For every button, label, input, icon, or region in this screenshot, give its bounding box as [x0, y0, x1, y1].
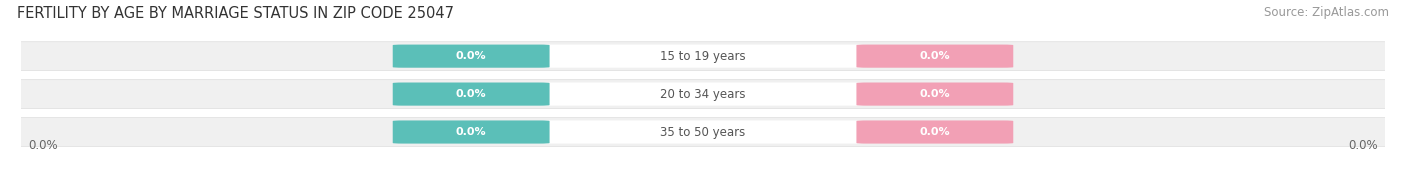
FancyBboxPatch shape — [11, 118, 1395, 146]
FancyBboxPatch shape — [392, 83, 550, 106]
FancyBboxPatch shape — [392, 121, 550, 144]
FancyBboxPatch shape — [856, 83, 1014, 106]
FancyBboxPatch shape — [392, 44, 550, 68]
FancyBboxPatch shape — [543, 83, 863, 106]
Text: 20 to 34 years: 20 to 34 years — [661, 88, 745, 101]
Text: 0.0%: 0.0% — [456, 51, 486, 61]
Text: 0.0%: 0.0% — [1348, 139, 1378, 152]
Text: 0.0%: 0.0% — [456, 127, 486, 137]
FancyBboxPatch shape — [856, 44, 1014, 68]
Text: 0.0%: 0.0% — [456, 89, 486, 99]
FancyBboxPatch shape — [11, 80, 1395, 109]
Text: 0.0%: 0.0% — [920, 127, 950, 137]
Text: 0.0%: 0.0% — [920, 89, 950, 99]
FancyBboxPatch shape — [543, 121, 863, 144]
Text: 15 to 19 years: 15 to 19 years — [661, 50, 745, 63]
Text: FERTILITY BY AGE BY MARRIAGE STATUS IN ZIP CODE 25047: FERTILITY BY AGE BY MARRIAGE STATUS IN Z… — [17, 6, 454, 21]
Text: 0.0%: 0.0% — [920, 51, 950, 61]
FancyBboxPatch shape — [11, 42, 1395, 71]
Text: Source: ZipAtlas.com: Source: ZipAtlas.com — [1264, 6, 1389, 19]
Text: 0.0%: 0.0% — [28, 139, 58, 152]
Text: 35 to 50 years: 35 to 50 years — [661, 125, 745, 139]
FancyBboxPatch shape — [543, 44, 863, 68]
FancyBboxPatch shape — [856, 121, 1014, 144]
